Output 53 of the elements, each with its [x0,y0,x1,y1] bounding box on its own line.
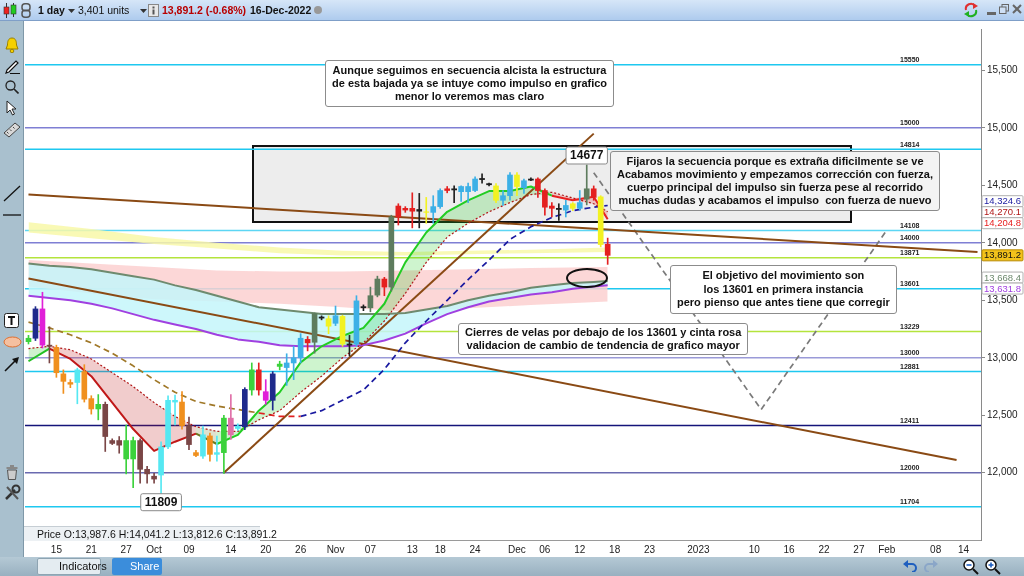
x-tick-label: 14 [957,543,970,555]
text: 14,270.1 [984,206,1021,218]
text: 1 day [38,4,65,17]
x-tick-label: 24 [469,543,482,555]
x-tick-label: 27 [853,543,865,555]
x-tick-label: 20 [260,543,272,555]
text: 13,631.8 [984,282,1021,294]
annotation: Fijaros la secuencia porque es extraña dificilmente se ve Acabamos movimiento y empezamos corrección con fuerza, cuerpo principal del impulso sin fuerza pese al recorrido muchas dudas y acabamos el impulso con fuerza de nuevo [617,155,934,206]
x-tick-label: 2023 [687,543,710,555]
annotation: Price O:13,987.6 H:14,041.2 L:13,812.6 C:13,891.2 [37,527,277,541]
text: 16-Dec-2022 [250,4,312,17]
x-tick-label: 27 [120,543,133,555]
x-tick-label: Nov [326,543,345,555]
x-tick-label: 06 [539,543,551,555]
text: 3,401 units [78,4,130,17]
x-tick-label: 09 [183,543,195,555]
annotation: Cierres de velas por debajo de los 13601 y cinta rosa validacion de cambio de tendencia de grafico mayor [465,326,742,351]
x-tick-label: 22 [818,543,830,555]
y-tick-label: 15,500 [987,64,1019,76]
x-tick-label: 18 [609,543,621,555]
x-tick-label: 16 [783,543,796,555]
x-tick-label: Feb [878,543,896,555]
y-tick-label: 14,000 [987,236,1019,248]
x-tick-label: 12 [574,543,586,555]
y-tick-label: 13,500 [987,294,1019,306]
x-tick-label: 10 [748,543,761,555]
x-tick-label: 14 [225,543,237,555]
x-tick-label: 07 [364,543,377,555]
annotation: 14677 [570,148,604,163]
y-tick-label: 12,500 [987,409,1019,421]
text: 14,204.8 [984,217,1021,229]
x-tick-label: 13 [406,543,419,555]
text: Share [130,560,160,573]
y-tick-label: 15,000 [987,121,1019,133]
annotation: El objetivo del movimiento son los 13601 en primera instancia pero pienso que antes tiene que corregir [677,269,890,308]
text: 14,324.6 [984,195,1021,207]
y-tick-label: 14,500 [987,179,1019,191]
x-tick-label: 15 [50,543,63,555]
x-tick-label: Oct [146,543,163,555]
annotation: Aunque seguimos en secuencia alcista la estructura de esta bajada ya se intuye como impulso en grafico menor lo veremos mas claro [332,64,608,102]
x-tick-label: Dec [508,543,526,555]
text: Indicators [59,560,107,573]
x-tick-label: 18 [434,543,447,555]
text: 13,668.4 [984,271,1021,283]
text: 13,891.2 [984,249,1021,261]
text: 13,891.2 (-0.68%) [162,4,247,17]
x-tick-label: 26 [295,543,307,555]
y-tick-label: 12,000 [987,466,1019,478]
x-tick-label: 08 [930,543,942,555]
x-tick-label: 21 [85,543,98,555]
x-tick-label: 23 [643,543,656,555]
y-tick-label: 13,000 [987,351,1019,363]
annotation: 11809 [144,495,178,510]
